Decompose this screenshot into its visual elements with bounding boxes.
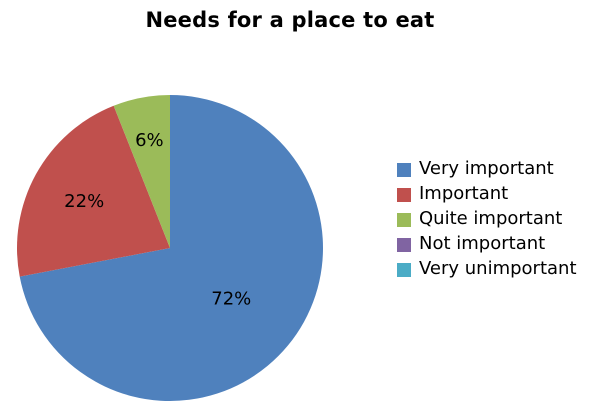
legend-item-very-important: Very important bbox=[397, 158, 597, 180]
chart-title: Needs for a place to eat bbox=[145, 8, 435, 32]
legend-swatch bbox=[397, 188, 411, 202]
legend-item-very-unimportant: Very unimportant bbox=[397, 258, 597, 280]
pie-slice-quite-important bbox=[113, 95, 170, 248]
legend-label: Very important bbox=[419, 158, 554, 179]
legend-swatch bbox=[397, 238, 411, 252]
legend-label: Important bbox=[419, 183, 509, 204]
data-label: 22% bbox=[64, 191, 104, 212]
chart-legend: Very important Important Quite important… bbox=[397, 158, 597, 283]
data-label: 6% bbox=[135, 130, 164, 151]
legend-item-important: Important bbox=[397, 183, 597, 205]
legend-swatch bbox=[397, 213, 411, 227]
legend-swatch bbox=[397, 263, 411, 277]
legend-item-not-important: Not important bbox=[397, 233, 597, 255]
legend-swatch bbox=[397, 163, 411, 177]
legend-label: Quite important bbox=[419, 208, 563, 229]
legend-label: Very unimportant bbox=[419, 258, 577, 279]
legend-label: Not important bbox=[419, 233, 546, 254]
pie-slice-important bbox=[16, 105, 170, 277]
legend-item-quite-important: Quite important bbox=[397, 208, 597, 230]
data-label: 72% bbox=[211, 289, 251, 310]
pie-slice-very-important bbox=[19, 95, 324, 401]
